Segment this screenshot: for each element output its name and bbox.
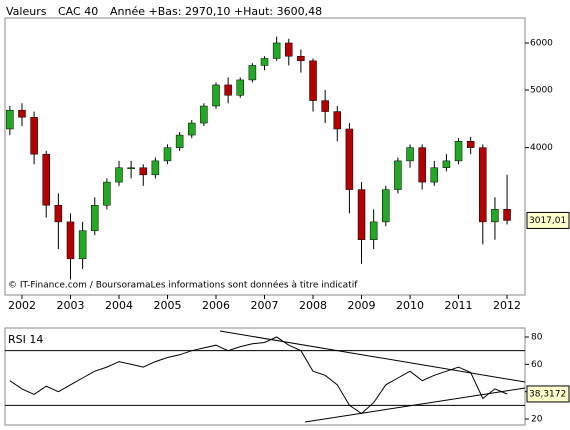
y-tick-label: 20: [531, 414, 543, 424]
y-tick-label: 80: [531, 333, 543, 343]
x-tick-label: 2002: [8, 299, 36, 312]
candle-body: [297, 55, 305, 62]
x-tick-label: 2005: [154, 299, 182, 312]
candle-body: [200, 105, 208, 124]
x-tick-label: 2009: [348, 299, 376, 312]
candle-body: [406, 147, 414, 162]
rsi-title: RSI 14: [8, 333, 43, 346]
candle-body: [442, 160, 451, 169]
candle-body: [418, 147, 426, 183]
x-tick-label: 2011: [445, 299, 473, 312]
header-label: CAC 40: [58, 5, 98, 18]
candle-body: [369, 221, 378, 240]
last-value-box: [526, 211, 570, 229]
last-value-label: 3017,01: [529, 216, 566, 226]
y-tick-label: 5000: [530, 86, 553, 96]
x-tick-label: 2008: [299, 299, 327, 312]
candle-body: [260, 58, 269, 66]
y-tick-label: 60: [531, 360, 543, 370]
header-label: Année +Bas: 2970,10 +Haut: 3600,48: [110, 5, 322, 18]
x-tick-label: 2007: [251, 299, 279, 312]
candle-body: [309, 60, 317, 101]
candle-body: [382, 189, 390, 223]
candle-body: [54, 204, 63, 223]
x-tick-label: 2004: [105, 299, 133, 312]
candle-body: [212, 84, 220, 107]
candle-body: [90, 204, 99, 231]
candle-body: [285, 42, 293, 57]
x-tick-label: 2012: [493, 299, 521, 312]
candle-body: [357, 189, 366, 240]
candle-body: [248, 65, 257, 81]
rsi-line: [9, 336, 508, 415]
x-tick-label: 2006: [202, 299, 230, 312]
candle-body: [466, 141, 475, 148]
candle-body: [163, 147, 172, 162]
candle-body: [272, 42, 281, 59]
candle-body: [6, 109, 14, 130]
candle-body: [78, 230, 87, 260]
candle-body: [115, 167, 123, 183]
last-value-box: [526, 385, 570, 403]
y-tick-label: 4000: [530, 143, 553, 153]
last-value-label: 38,3172: [529, 389, 566, 399]
candle-body: [127, 167, 135, 170]
candle-body: [454, 141, 463, 162]
candle-body: [30, 116, 38, 155]
candle-body: [103, 181, 111, 206]
x-tick-label: 2010: [396, 299, 424, 312]
candle-body: [151, 160, 160, 176]
candle-body: [236, 79, 245, 96]
candle-body: [394, 160, 402, 190]
candle-body: [479, 147, 487, 223]
candle-body: [139, 167, 147, 176]
candle-body: [18, 109, 26, 118]
candle-body: [188, 122, 196, 136]
candle-body: [430, 167, 439, 183]
y-tick-label: 6000: [530, 38, 553, 48]
candle-body: [503, 209, 511, 221]
candle-body: [224, 84, 232, 96]
footnote: © IT-Finance.com / BoursoramaLes informa…: [8, 280, 358, 291]
candle-body: [175, 134, 184, 148]
header-label: Valeurs: [6, 5, 47, 18]
candle-body: [321, 100, 329, 112]
candle-body: [42, 153, 50, 206]
candle-body: [333, 111, 342, 130]
candle-body: [345, 128, 354, 190]
rsi-panel: [4, 327, 526, 426]
candle-body: [66, 221, 75, 260]
candle-body: [491, 209, 499, 223]
x-tick-label: 2003: [56, 299, 84, 312]
